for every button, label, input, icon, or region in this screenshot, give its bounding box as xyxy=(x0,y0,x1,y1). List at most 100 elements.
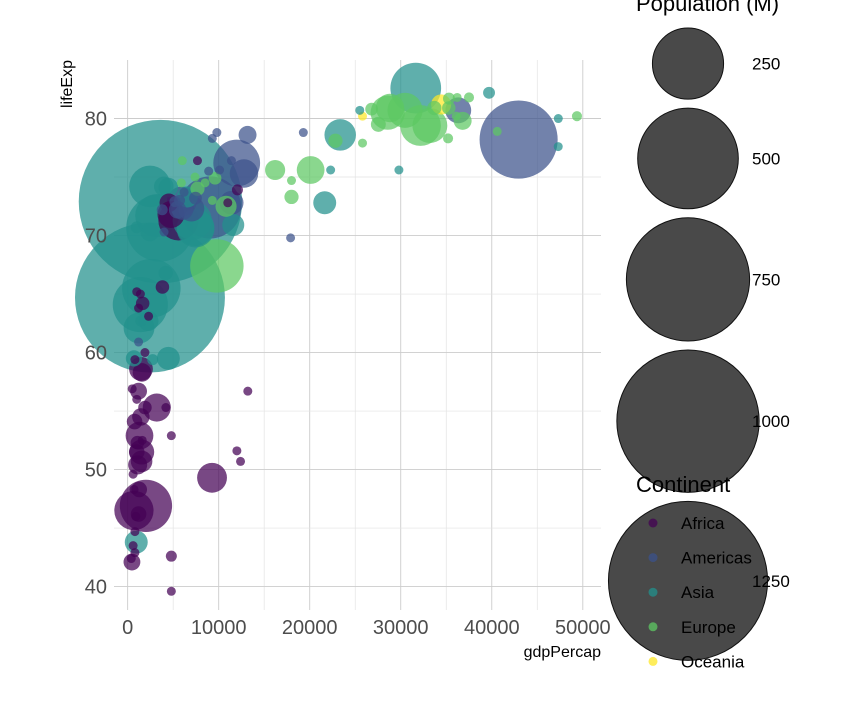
bubble-europe xyxy=(176,178,186,188)
color-legend-label: Asia xyxy=(681,583,715,602)
x-tick-label: 30000 xyxy=(373,617,429,639)
bubble-asia xyxy=(313,191,337,215)
bubble-asia xyxy=(483,86,495,99)
bubble-africa xyxy=(129,484,139,494)
bubble-africa xyxy=(243,386,253,396)
bubble-africa xyxy=(166,431,176,441)
bubble-asia xyxy=(158,177,179,198)
size-legend-key xyxy=(616,349,760,493)
bubble-americas xyxy=(169,196,181,208)
bubble-europe xyxy=(412,108,448,143)
bubble-europe xyxy=(443,133,454,144)
bubble-asia xyxy=(394,165,404,175)
color-legend-label: Europe xyxy=(681,618,736,637)
bubble-asia xyxy=(158,265,173,281)
y-tick-label: 70 xyxy=(85,226,107,248)
bubble-europe xyxy=(463,92,475,103)
bubble-africa xyxy=(166,586,176,596)
bubble-europe xyxy=(375,93,405,123)
bubble-africa xyxy=(127,384,137,394)
bubble-asia xyxy=(222,213,245,237)
bubble-africa xyxy=(134,303,144,313)
x-axis-ticks: 0 10000 20000 30000 40000 50000 xyxy=(122,617,611,639)
bubble-europe xyxy=(190,239,244,293)
bubble-americas xyxy=(215,165,225,175)
bubble-africa xyxy=(144,311,154,321)
bubble-asia xyxy=(129,165,171,208)
bubble-europe xyxy=(190,172,200,182)
bubble-americas xyxy=(286,233,296,243)
bubble-americas xyxy=(156,204,168,216)
bubble-africa xyxy=(138,400,152,415)
bubble-africa xyxy=(137,435,147,445)
bubble-americas xyxy=(212,128,222,138)
size-legend-label: 1000 xyxy=(752,412,790,431)
x-tick-label: 0 xyxy=(122,617,133,639)
bubble-americas xyxy=(189,191,202,205)
bubble-europe xyxy=(208,171,222,185)
bubble-africa xyxy=(231,184,243,196)
bubble-africa xyxy=(130,548,140,558)
bubble-asia xyxy=(553,114,563,124)
color-legend-key xyxy=(648,656,658,666)
bubble-africa xyxy=(132,363,152,382)
bubble-americas xyxy=(298,128,308,138)
bubble-americas xyxy=(226,156,236,166)
size-legend-key xyxy=(607,500,769,661)
color-legend: Continent Africa Americas Asia Europe Oceani… xyxy=(636,472,752,671)
bubble-asia xyxy=(147,354,159,366)
bubble-africa xyxy=(236,456,246,466)
color-legend-key xyxy=(648,587,658,597)
bubble-europe xyxy=(443,92,455,105)
color-legend-key xyxy=(648,553,658,563)
bubble-europe xyxy=(492,126,502,136)
bubble-asia xyxy=(130,221,143,234)
y-tick-label: 60 xyxy=(85,343,107,365)
x-tick-label: 10000 xyxy=(191,617,247,639)
bubble-africa xyxy=(140,348,150,358)
bubble-asia xyxy=(326,165,336,175)
bubble-africa xyxy=(142,393,171,422)
y-tick-label: 80 xyxy=(85,109,107,131)
bubble-americas xyxy=(134,337,144,347)
bubble-africa xyxy=(128,469,138,479)
bubble-europe xyxy=(571,111,582,122)
bubble-europe xyxy=(452,92,462,102)
x-tick-label: 20000 xyxy=(282,617,338,639)
bubble-europe xyxy=(442,101,456,115)
y-axis-ticks: 40 50 60 70 80 xyxy=(85,109,107,599)
y-tick-label: 50 xyxy=(85,460,107,482)
bubble-europe xyxy=(328,133,343,148)
color-legend-title: Continent xyxy=(636,472,730,497)
bubble-americas xyxy=(479,100,558,179)
bubble-europe xyxy=(265,159,286,181)
x-tick-label: 40000 xyxy=(464,617,520,639)
bubble-africa xyxy=(192,156,202,166)
bubble-africa xyxy=(128,455,148,475)
x-axis-title: gdpPercap xyxy=(524,644,601,661)
y-tick-label: 40 xyxy=(85,577,107,599)
bubble-asia xyxy=(135,315,147,327)
bubble-europe xyxy=(287,176,297,186)
color-legend-label: Americas xyxy=(681,549,752,568)
color-legend-label: Africa xyxy=(681,514,725,533)
y-axis-title: lifeExp xyxy=(59,60,76,108)
bubble-africa xyxy=(132,287,142,297)
bubble-europe xyxy=(358,138,368,148)
bubble-africa xyxy=(197,462,227,493)
bubble-europe xyxy=(284,189,299,205)
bubble-europe xyxy=(177,156,187,166)
bubble-americas xyxy=(204,166,214,176)
size-legend-key xyxy=(637,107,739,210)
bubble-africa xyxy=(132,394,142,404)
bubble-africa xyxy=(126,413,143,430)
bubble-americas xyxy=(229,159,259,188)
bubble-asia xyxy=(156,346,180,370)
size-legend: Population (M) 250 500 750 1000 1250 xyxy=(607,0,790,661)
bubble-europe xyxy=(370,116,386,132)
size-legend-label: 250 xyxy=(752,55,780,74)
bubble-asia xyxy=(355,105,365,115)
size-legend-label: 750 xyxy=(752,270,780,289)
bubble-asia xyxy=(553,142,563,152)
bubble-europe xyxy=(427,100,442,116)
